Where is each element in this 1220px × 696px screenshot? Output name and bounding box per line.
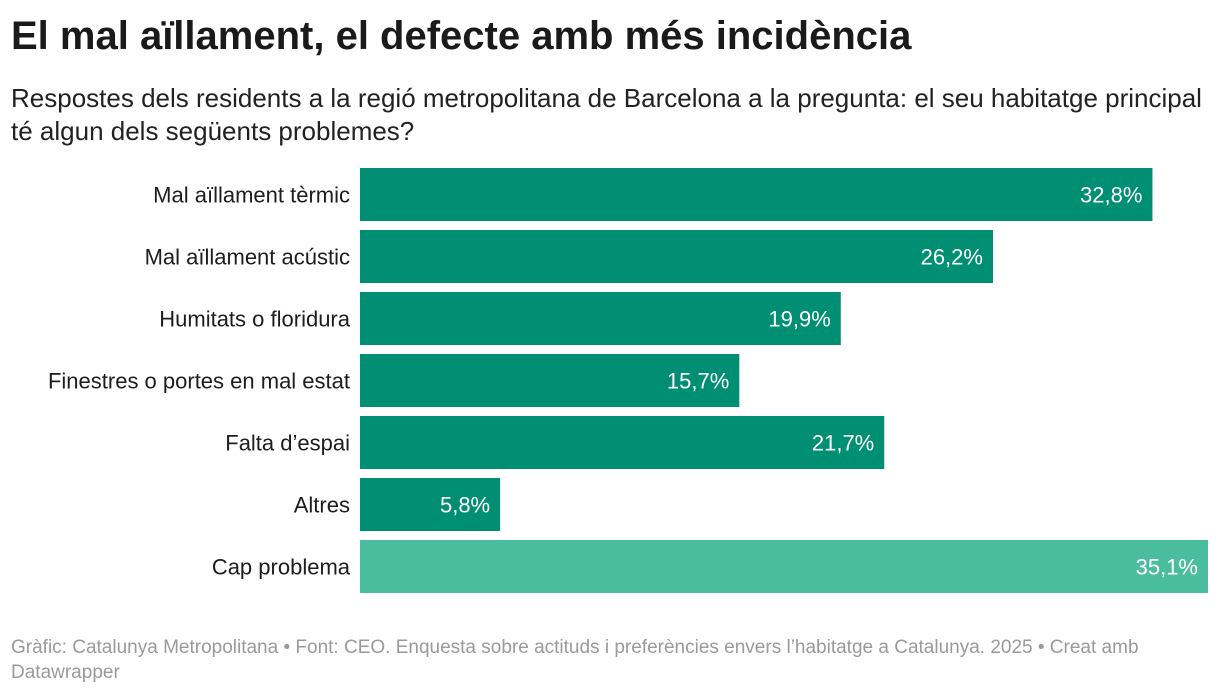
- bar-row-mal-aillament-acustic: Mal aïllament acústic 26,2%: [145, 230, 993, 283]
- bar-row-finestres-o-portes-en-mal-estat: Finestres o portes en mal estat 15,7%: [48, 354, 740, 407]
- bar-cap-problema: [360, 540, 1208, 593]
- chart-subtitle: Respostes dels residents a la regió metr…: [11, 83, 1202, 146]
- bar-humitats-o-floridura: [360, 292, 841, 345]
- value-label: 5,8%: [440, 493, 490, 518]
- category-label: Cap problema: [212, 555, 351, 580]
- bar-falta-d-espai: [360, 416, 885, 469]
- value-label: 19,9%: [768, 307, 830, 332]
- category-label: Altres: [294, 493, 350, 518]
- bar-mal-aillament-termic: [360, 168, 1153, 221]
- bar-row-cap-problema: Cap problema 35,1%: [212, 540, 1208, 593]
- category-label: Humitats o floridura: [159, 307, 351, 332]
- value-label: 35,1%: [1136, 555, 1198, 580]
- category-label: Mal aïllament tèrmic: [153, 183, 350, 208]
- source-footer: Gràfic: Catalunya Metropolitana • Font: …: [11, 637, 1139, 683]
- value-label: 32,8%: [1080, 183, 1142, 208]
- chart-title: El mal aïllament, el defecte amb més inc…: [11, 14, 912, 58]
- value-label: 21,7%: [812, 431, 874, 456]
- bar-finestres-o-portes-en-mal-estat: [360, 354, 740, 407]
- bar-row-mal-aillament-termic: Mal aïllament tèrmic 32,8%: [153, 168, 1153, 221]
- bar-row-humitats-o-floridura: Humitats o floridura 19,9%: [159, 292, 841, 345]
- bar-row-falta-d-espai: Falta d’espai 21,7%: [225, 416, 885, 469]
- value-label: 15,7%: [667, 369, 729, 394]
- bar-mal-aillament-acustic: [360, 230, 993, 283]
- category-label: Mal aïllament acústic: [145, 245, 350, 270]
- bar-row-altres: Altres 5,8%: [294, 478, 501, 531]
- bar-altres: [360, 478, 501, 531]
- category-label: Finestres o portes en mal estat: [48, 369, 350, 394]
- value-label: 26,2%: [921, 245, 983, 270]
- category-label: Falta d’espai: [225, 431, 350, 456]
